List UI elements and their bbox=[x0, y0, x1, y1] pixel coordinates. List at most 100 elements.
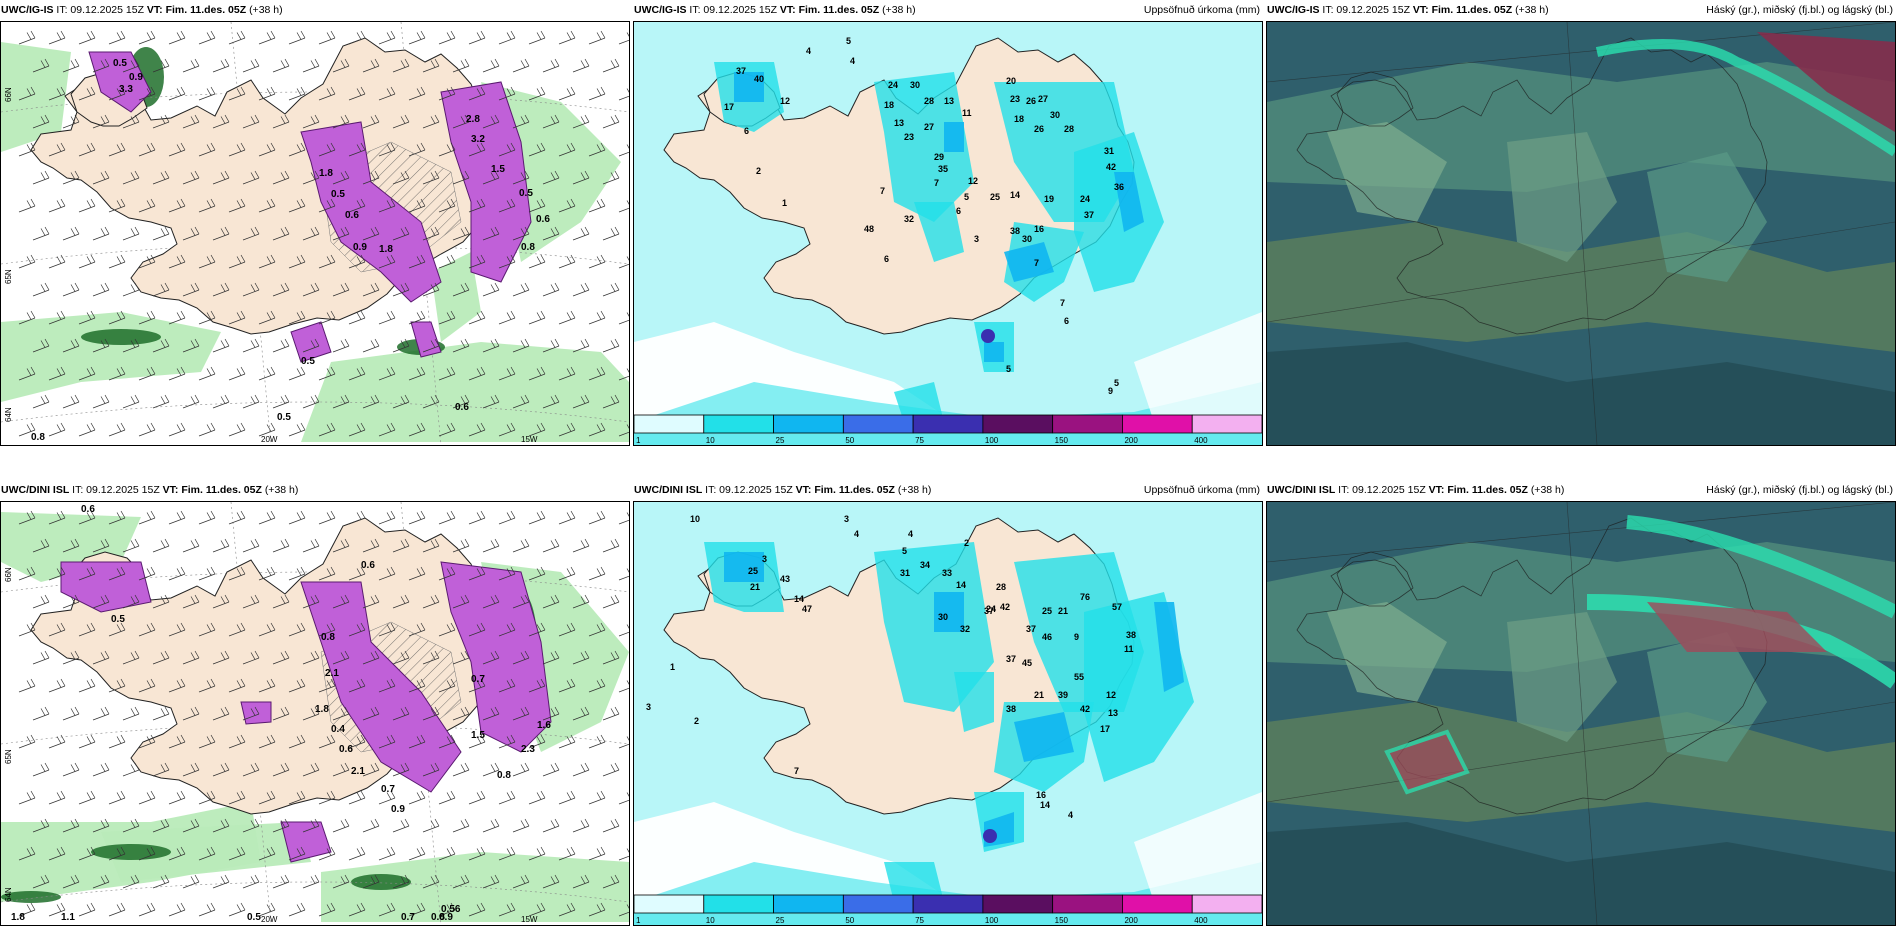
wind-barb bbox=[588, 566, 606, 581]
precip-area bbox=[884, 862, 944, 902]
wind-barb bbox=[438, 254, 456, 269]
wind-barb bbox=[212, 394, 230, 409]
wind-barb bbox=[272, 114, 290, 129]
wind-barb bbox=[422, 594, 440, 609]
wind-barb bbox=[392, 874, 410, 889]
wind-barb bbox=[408, 422, 426, 437]
precip-value: 3 bbox=[844, 514, 849, 524]
cloud-value: 0.5 bbox=[277, 412, 291, 423]
wind-barb bbox=[168, 254, 186, 269]
wind-barb bbox=[182, 762, 200, 777]
wind-barb bbox=[228, 566, 246, 581]
wind-barb bbox=[168, 310, 186, 325]
wind-barb bbox=[408, 734, 426, 749]
wind-barb bbox=[392, 762, 410, 777]
wind-barb bbox=[438, 622, 456, 637]
wind-barb bbox=[408, 366, 426, 381]
cloud-value: 0.6 bbox=[361, 560, 375, 571]
wind-barb bbox=[588, 902, 606, 917]
wind-barb bbox=[138, 254, 156, 269]
latitude-line bbox=[1, 571, 629, 593]
wind-barb bbox=[558, 566, 576, 581]
wind-barb bbox=[378, 846, 396, 861]
precip-value: 32 bbox=[960, 624, 970, 634]
colorbar-label: 25 bbox=[776, 436, 785, 445]
wind-barb bbox=[242, 58, 260, 73]
wind-barb bbox=[302, 874, 320, 889]
wind-barb bbox=[18, 254, 36, 269]
wind-barb bbox=[348, 86, 366, 101]
wind-barb bbox=[408, 510, 426, 525]
wind-barb bbox=[618, 368, 629, 381]
wind-barb bbox=[572, 762, 590, 777]
cloud-value: 0.5 bbox=[113, 58, 127, 69]
cloud-value: 1.8 bbox=[379, 244, 393, 255]
precip-value: 42 bbox=[1080, 704, 1090, 714]
wind-barb bbox=[272, 874, 290, 889]
colorbar-label: 1 bbox=[636, 916, 641, 925]
precip-value: 13 bbox=[1108, 708, 1118, 718]
wind-barb bbox=[182, 338, 200, 353]
wind-barb bbox=[78, 422, 96, 437]
wind-barb bbox=[318, 510, 336, 525]
precip-value: 6 bbox=[744, 126, 749, 136]
precip-value: 25 bbox=[1042, 606, 1052, 616]
wind-barb bbox=[138, 310, 156, 325]
wind-barb bbox=[332, 706, 350, 721]
wind-barb bbox=[228, 678, 246, 693]
wind-barb bbox=[348, 622, 366, 637]
cloud-value: 1.8 bbox=[315, 704, 329, 715]
precip-value: 30 bbox=[910, 80, 920, 90]
wind-barb bbox=[602, 226, 620, 241]
panel-header: UWC/IG-IS IT: 09.12.2025 15Z VT: Fim. 11… bbox=[1266, 0, 1896, 21]
longitude-label: 15W bbox=[521, 915, 538, 924]
wind-barb bbox=[588, 86, 606, 101]
cloud-layer bbox=[1507, 132, 1617, 262]
dry-area bbox=[1134, 792, 1262, 902]
init-time: IT: 09.12.2025 15Z bbox=[1338, 484, 1426, 496]
precip-value: 21 bbox=[1034, 690, 1044, 700]
cloud-area bbox=[431, 252, 481, 342]
precip-value: 30 bbox=[938, 612, 948, 622]
wind-barb bbox=[588, 790, 606, 805]
wind-barb bbox=[542, 818, 560, 833]
precip-value: 2 bbox=[694, 716, 699, 726]
wind-barb bbox=[78, 678, 96, 693]
wind-barb bbox=[348, 902, 366, 917]
wind-barb bbox=[512, 114, 530, 129]
wind-barb bbox=[528, 790, 546, 805]
colorbar-swatch bbox=[1122, 414, 1193, 434]
precip-area bbox=[954, 672, 994, 732]
wind-barb bbox=[392, 394, 410, 409]
longitude-label: 20W bbox=[261, 915, 278, 924]
wind-barb bbox=[18, 622, 36, 637]
wind-barb bbox=[332, 58, 350, 73]
precip-value: 35 bbox=[938, 164, 948, 174]
wind-barb bbox=[468, 846, 486, 861]
wind-barb bbox=[138, 30, 156, 45]
wind-barb bbox=[152, 650, 170, 665]
wind-barb bbox=[528, 198, 546, 213]
wind-barb bbox=[18, 30, 36, 45]
latitude-line bbox=[1267, 701, 1895, 803]
wind-barb bbox=[422, 538, 440, 553]
wind-barb bbox=[498, 86, 516, 101]
wind-barb bbox=[482, 114, 500, 129]
wind-barb bbox=[92, 394, 110, 409]
wind-barb bbox=[318, 30, 336, 45]
cloud-value: 0.9 bbox=[353, 242, 367, 253]
wind-barb bbox=[272, 338, 290, 353]
wind-barb bbox=[272, 394, 290, 409]
precip-value: 25 bbox=[748, 566, 758, 576]
wind-barb bbox=[272, 282, 290, 297]
wind-barb bbox=[168, 902, 186, 917]
legend-label: Háský (gr.), miðský (fj.bl.) og lágský (… bbox=[1706, 484, 1893, 496]
wind-barb bbox=[558, 622, 576, 637]
wind-barb bbox=[602, 114, 620, 129]
wind-barb bbox=[378, 734, 396, 749]
wind-barb bbox=[138, 86, 156, 101]
precip-value: 12 bbox=[968, 176, 978, 186]
wind-barb bbox=[498, 678, 516, 693]
wind-barb bbox=[32, 762, 50, 777]
wind-barb bbox=[228, 422, 246, 437]
